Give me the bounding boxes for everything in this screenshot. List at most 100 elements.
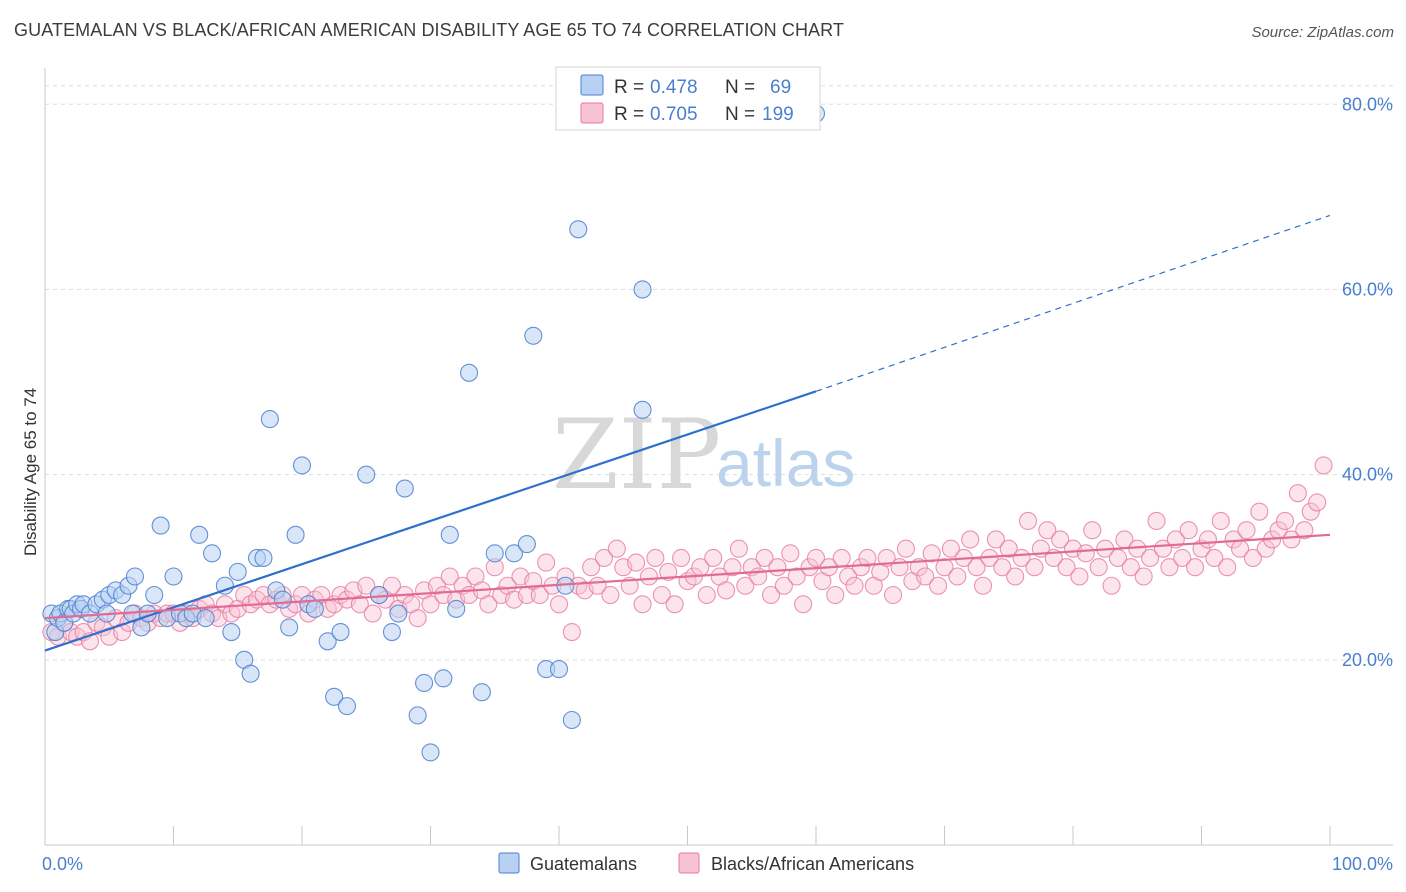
point-blacks-162 <box>1083 521 1102 540</box>
y-axis-label: Disability Age 65 to 74 <box>21 388 40 556</box>
point-blacks-181 <box>1205 548 1224 568</box>
bottom-legend-label-blacks: Blacks/African Americans <box>711 854 914 874</box>
legend-n-value-1: 69 <box>770 77 791 98</box>
point-blacks-68 <box>479 595 498 614</box>
bottom-legend-swatch-blacks <box>678 852 700 874</box>
series-legend: Guatemalans Blacks/African Americans <box>498 852 914 874</box>
point-guatemalans-37 <box>241 664 260 683</box>
point-blacks-57 <box>408 609 427 628</box>
point-blacks-48 <box>350 595 369 614</box>
point-blacks-103 <box>704 548 723 568</box>
legend-n-label-2: N = <box>725 104 755 125</box>
point-blacks-53 <box>382 576 402 595</box>
point-blacks-148 <box>993 558 1012 577</box>
point-blacks-94 <box>646 548 665 568</box>
point-guatemalans-65 <box>485 544 504 563</box>
point-blacks-96 <box>659 562 678 581</box>
point-blacks-196 <box>1301 502 1320 521</box>
point-guatemalans-43 <box>280 618 299 637</box>
point-blacks-88 <box>607 539 626 558</box>
point-blacks-176 <box>1173 548 1192 568</box>
point-blacks-125 <box>845 576 864 595</box>
point-blacks-183 <box>1218 558 1237 577</box>
legend-r-value-1: 0.478 <box>650 77 698 98</box>
point-blacks-49 <box>357 576 376 595</box>
point-guatemalans-60 <box>434 669 453 688</box>
point-blacks-178 <box>1186 558 1205 577</box>
y-tick-label-40: 40.0% <box>1342 465 1393 485</box>
point-guatemalans-47 <box>305 599 324 618</box>
point-blacks-97 <box>665 595 684 614</box>
point-guatemalans-75 <box>633 280 652 299</box>
point-blacks-116 <box>787 567 806 586</box>
point-guatemalans-40 <box>260 410 279 429</box>
point-blacks-197 <box>1308 493 1327 512</box>
point-blacks-124 <box>839 567 858 586</box>
legend-n-label-1: N = <box>725 77 755 98</box>
point-guatemalans-30 <box>190 525 209 544</box>
point-guatemalans-70 <box>549 660 569 679</box>
point-guatemalans-49 <box>325 687 344 706</box>
point-guatemalans-58 <box>415 673 434 693</box>
point-blacks-84 <box>582 558 601 577</box>
point-blacks-171 <box>1141 548 1160 568</box>
source-label: Source: ZipAtlas.com <box>1251 24 1394 41</box>
point-blacks-188 <box>1250 502 1269 521</box>
point-blacks-60 <box>427 576 446 595</box>
point-blacks-112 <box>761 585 781 605</box>
point-blacks-91 <box>627 553 646 572</box>
point-blacks-147 <box>986 530 1005 549</box>
point-blacks-161 <box>1076 544 1095 563</box>
legend-r-value-2: 0.705 <box>650 104 698 125</box>
point-blacks-79 <box>549 595 569 614</box>
trend-lines <box>44 214 1331 652</box>
point-blacks-50 <box>363 604 382 623</box>
point-blacks-86 <box>594 548 614 568</box>
trend-blacks <box>44 533 1331 620</box>
point-guatemalans-44 <box>286 525 305 544</box>
point-guatemalans-50 <box>331 622 350 642</box>
axes <box>44 68 1393 846</box>
point-blacks-95 <box>652 585 671 605</box>
point-guatemalans-54 <box>382 622 402 642</box>
point-blacks-126 <box>851 558 871 577</box>
point-blacks-170 <box>1134 567 1153 586</box>
chart-title: GUATEMALAN VS BLACK/AFRICAN AMERICAN DIS… <box>14 20 845 40</box>
point-blacks-152 <box>1018 511 1038 530</box>
point-blacks-117 <box>794 595 813 614</box>
bottom-legend-label-guatemalans: Guatemalans <box>530 854 637 874</box>
watermark-zip: ZIP <box>552 399 721 511</box>
watermark-atlas: atlas <box>716 426 855 500</box>
point-blacks-182 <box>1211 511 1230 530</box>
point-blacks-140 <box>941 539 960 558</box>
point-blacks-174 <box>1160 558 1179 577</box>
point-guatemalans-59 <box>421 743 440 762</box>
point-guatemalans-32 <box>203 544 222 563</box>
point-blacks-165 <box>1102 576 1121 595</box>
point-blacks-198 <box>1314 456 1333 475</box>
correlation-legend: R = 0.478 N = 69 R = 0.705 N = 199 <box>555 66 821 131</box>
point-blacks-138 <box>929 576 948 595</box>
point-blacks-59 <box>421 595 440 614</box>
watermark: ZIP atlas <box>552 399 855 511</box>
point-blacks-158 <box>1057 558 1076 577</box>
point-blacks-153 <box>1025 558 1044 577</box>
point-blacks-195 <box>1295 521 1314 540</box>
point-guatemalans-33 <box>215 576 234 595</box>
point-guatemalans-35 <box>228 562 247 581</box>
point-blacks-106 <box>723 558 742 577</box>
point-blacks-133 <box>896 539 916 558</box>
point-guatemalans-72 <box>562 710 581 730</box>
point-guatemalans-61 <box>440 525 459 544</box>
point-blacks-168 <box>1121 558 1140 577</box>
legend-swatch-blacks <box>580 102 604 124</box>
point-blacks-157 <box>1051 530 1070 549</box>
point-blacks-149 <box>999 539 1018 558</box>
point-guatemalans-66 <box>504 544 524 563</box>
point-blacks-111 <box>755 548 774 568</box>
point-blacks-102 <box>697 585 716 605</box>
point-blacks-145 <box>973 576 993 595</box>
point-blacks-187 <box>1243 548 1262 568</box>
point-guatemalans-31 <box>196 609 215 628</box>
